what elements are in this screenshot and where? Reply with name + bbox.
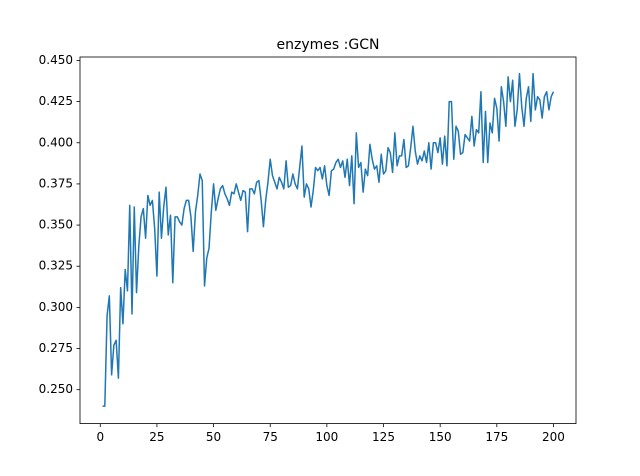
y-tick-label: 0.300 (39, 300, 73, 314)
x-tick-label: 75 (263, 430, 278, 444)
x-tick-label: 100 (315, 430, 338, 444)
x-tick-label: 150 (429, 430, 452, 444)
x-tick-label: 175 (485, 430, 508, 444)
axes-frame (79, 56, 577, 425)
x-tick-label: 0 (96, 430, 104, 444)
y-tick-label: 0.250 (39, 382, 73, 396)
x-tick-label: 25 (149, 430, 164, 444)
data-line (102, 72, 555, 407)
chart-title: enzymes :GCN (277, 37, 380, 53)
y-tick-label: 0.400 (39, 135, 73, 149)
y-tick-label: 0.350 (39, 218, 73, 232)
y-tick-label: 0.325 (39, 259, 73, 273)
y-tick-label: 0.275 (39, 341, 73, 355)
y-tick-label: 0.425 (39, 94, 73, 108)
x-tick-label: 125 (372, 430, 395, 444)
y-tick-label: 0.450 (39, 53, 73, 67)
y-tick-label: 0.375 (39, 176, 73, 190)
x-tick-label: 50 (206, 430, 221, 444)
x-tick-label: 200 (542, 430, 565, 444)
